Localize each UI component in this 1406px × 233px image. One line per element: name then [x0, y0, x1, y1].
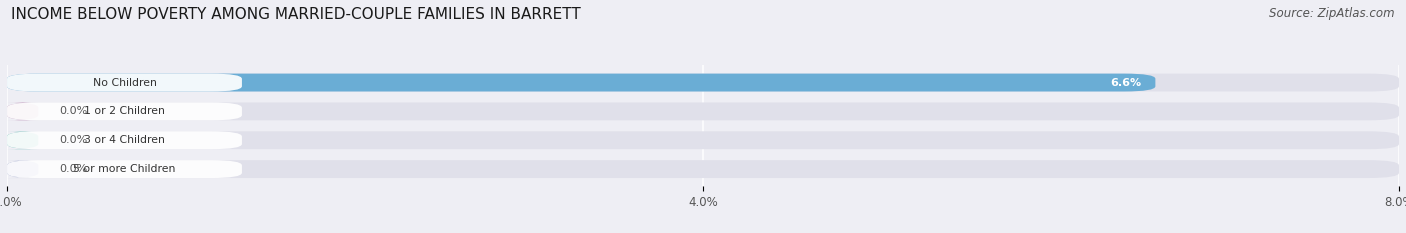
Text: 0.0%: 0.0%	[59, 106, 87, 116]
FancyBboxPatch shape	[7, 160, 1399, 178]
Text: 0.0%: 0.0%	[59, 135, 87, 145]
FancyBboxPatch shape	[7, 74, 242, 92]
FancyBboxPatch shape	[7, 74, 1399, 92]
Text: Source: ZipAtlas.com: Source: ZipAtlas.com	[1270, 7, 1395, 20]
FancyBboxPatch shape	[7, 103, 38, 120]
Text: 1 or 2 Children: 1 or 2 Children	[84, 106, 165, 116]
Text: INCOME BELOW POVERTY AMONG MARRIED-COUPLE FAMILIES IN BARRETT: INCOME BELOW POVERTY AMONG MARRIED-COUPL…	[11, 7, 581, 22]
FancyBboxPatch shape	[7, 160, 242, 178]
Text: 3 or 4 Children: 3 or 4 Children	[84, 135, 165, 145]
FancyBboxPatch shape	[7, 103, 1399, 120]
FancyBboxPatch shape	[7, 74, 1156, 92]
Text: 6.6%: 6.6%	[1111, 78, 1142, 88]
Text: 0.0%: 0.0%	[59, 164, 87, 174]
Text: No Children: No Children	[93, 78, 156, 88]
FancyBboxPatch shape	[7, 160, 38, 178]
FancyBboxPatch shape	[7, 103, 242, 120]
FancyBboxPatch shape	[7, 131, 38, 149]
FancyBboxPatch shape	[7, 131, 242, 149]
FancyBboxPatch shape	[7, 131, 1399, 149]
Text: 5 or more Children: 5 or more Children	[73, 164, 176, 174]
